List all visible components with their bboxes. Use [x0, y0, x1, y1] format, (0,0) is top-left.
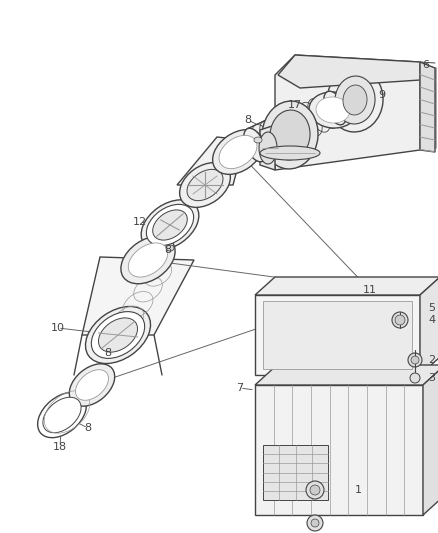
Text: 1: 1: [354, 485, 361, 495]
Ellipse shape: [411, 356, 419, 364]
Ellipse shape: [262, 101, 318, 169]
Ellipse shape: [91, 312, 145, 358]
Ellipse shape: [270, 110, 310, 160]
Text: 3: 3: [428, 373, 435, 383]
Polygon shape: [420, 62, 435, 152]
Ellipse shape: [260, 146, 320, 160]
Polygon shape: [275, 55, 420, 170]
Ellipse shape: [306, 481, 324, 499]
Text: 7: 7: [237, 383, 244, 393]
Text: 9: 9: [378, 90, 385, 100]
Polygon shape: [255, 385, 423, 515]
Polygon shape: [82, 257, 194, 335]
Ellipse shape: [408, 353, 422, 367]
Text: 2: 2: [428, 355, 435, 365]
Ellipse shape: [343, 85, 367, 115]
Ellipse shape: [244, 128, 266, 162]
Ellipse shape: [335, 76, 375, 124]
Polygon shape: [247, 92, 343, 161]
Polygon shape: [263, 445, 328, 500]
Text: 10: 10: [51, 323, 65, 333]
Ellipse shape: [392, 312, 408, 328]
Text: 6: 6: [423, 60, 430, 70]
Text: 12: 12: [133, 217, 147, 227]
Polygon shape: [260, 125, 275, 170]
Ellipse shape: [146, 204, 194, 246]
Ellipse shape: [153, 210, 187, 240]
Polygon shape: [263, 301, 412, 369]
Ellipse shape: [75, 370, 109, 400]
Ellipse shape: [309, 92, 357, 128]
Ellipse shape: [219, 135, 257, 168]
Ellipse shape: [180, 163, 230, 207]
Polygon shape: [255, 365, 438, 385]
Ellipse shape: [327, 68, 383, 132]
Ellipse shape: [38, 392, 86, 438]
Ellipse shape: [212, 130, 263, 174]
Ellipse shape: [85, 306, 151, 364]
Ellipse shape: [141, 200, 199, 250]
Text: 8: 8: [244, 115, 251, 125]
Ellipse shape: [128, 243, 168, 277]
Text: 11: 11: [363, 285, 377, 295]
Ellipse shape: [324, 91, 346, 125]
Polygon shape: [255, 295, 420, 375]
Ellipse shape: [166, 245, 174, 251]
Ellipse shape: [43, 397, 81, 433]
Polygon shape: [420, 277, 438, 375]
Ellipse shape: [311, 519, 319, 527]
Polygon shape: [177, 137, 245, 185]
Ellipse shape: [121, 236, 175, 284]
Ellipse shape: [69, 364, 115, 406]
Text: 8: 8: [164, 245, 172, 255]
Ellipse shape: [99, 318, 138, 352]
Ellipse shape: [316, 97, 350, 123]
Polygon shape: [278, 55, 420, 88]
Ellipse shape: [395, 315, 405, 325]
Text: 4: 4: [428, 315, 435, 325]
Ellipse shape: [410, 373, 420, 383]
Ellipse shape: [310, 485, 320, 495]
Polygon shape: [423, 365, 438, 515]
Text: 8: 8: [85, 423, 92, 433]
Text: 18: 18: [53, 442, 67, 452]
Text: 17: 17: [288, 100, 302, 110]
Ellipse shape: [254, 137, 262, 143]
Ellipse shape: [307, 515, 323, 531]
Ellipse shape: [187, 169, 223, 200]
Ellipse shape: [259, 132, 277, 164]
Text: 8: 8: [104, 348, 112, 358]
Polygon shape: [255, 277, 438, 295]
Text: 5: 5: [428, 303, 435, 313]
